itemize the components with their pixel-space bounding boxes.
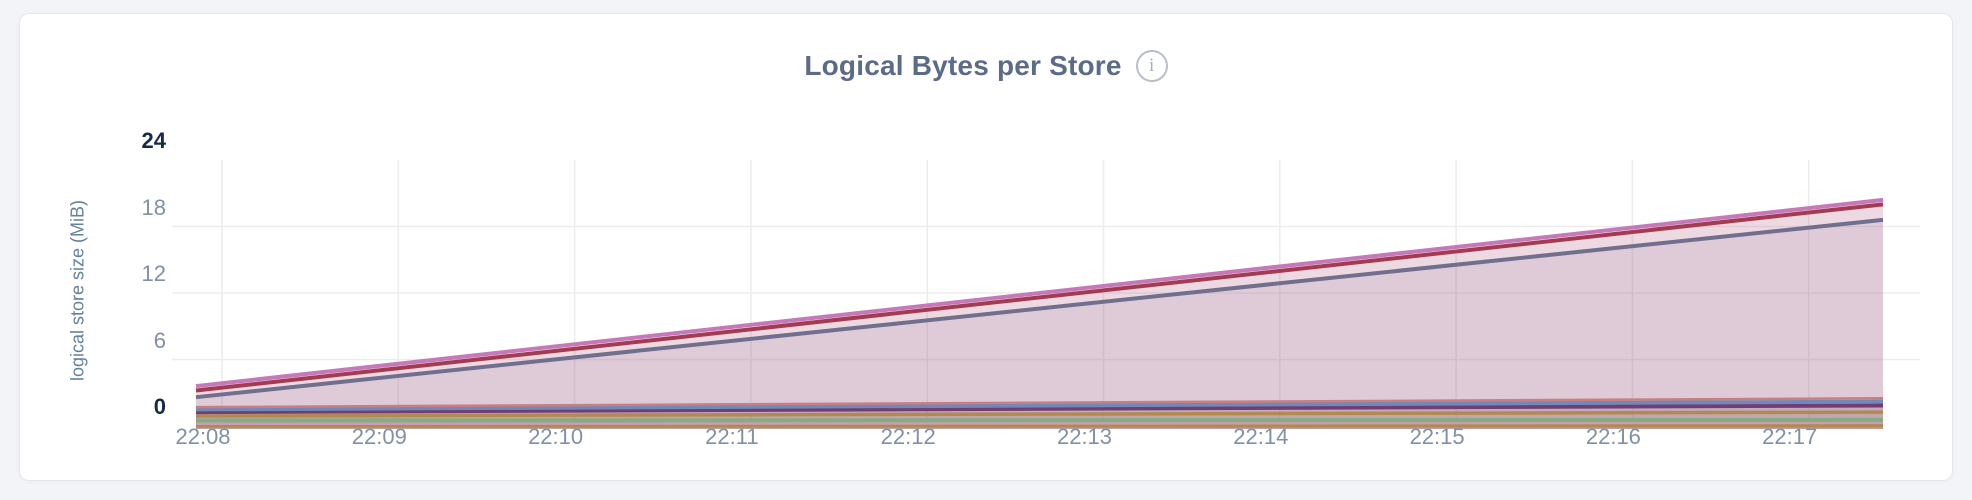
y-axis-title: logical store size (MiB) [67, 199, 88, 382]
y-tick-label: 12 [141, 261, 166, 286]
x-tick-label: 22:17 [1762, 424, 1818, 449]
y-tick-label: 0 [153, 394, 166, 419]
series-area [196, 219, 1883, 429]
y-tick-label: 24 [141, 128, 166, 153]
series-area [196, 199, 1883, 429]
chart-title: Logical Bytes per Store [804, 50, 1122, 81]
x-tick-label: 22:14 [1233, 424, 1289, 449]
series-line [195, 417, 1884, 423]
y-tick-label: 18 [141, 194, 166, 220]
x-tick-label: 22:09 [351, 424, 407, 449]
x-tick-label: 22:15 [1409, 424, 1465, 449]
series-line [195, 421, 1884, 426]
y-tick-label: 6 [153, 327, 166, 353]
series-line [195, 399, 1884, 412]
x-tick-label: 22:13 [1056, 424, 1113, 449]
x-tick-label: 22:08 [175, 424, 231, 449]
chart-plot-area[interactable] [20, 14, 1972, 500]
x-tick-label: 22:10 [528, 424, 584, 449]
info-icon[interactable]: i [1135, 50, 1168, 82]
metric-chart-card: Logical Bytes per Store i 0 6 12 18 24 22:08 2… [19, 13, 1953, 481]
series-area [196, 204, 1883, 429]
series-line [195, 217, 1884, 400]
chart-header: Logical Bytes per Store i [20, 50, 1952, 82]
x-tick-label: 22:12 [880, 424, 936, 449]
series-line [195, 197, 1884, 389]
x-tick-label: 22:11 [705, 424, 759, 449]
series-line [195, 410, 1884, 418]
series-line [195, 403, 1884, 415]
series-line [195, 202, 1884, 393]
x-tick-label: 22:16 [1585, 424, 1641, 449]
series-line [195, 397, 1884, 409]
